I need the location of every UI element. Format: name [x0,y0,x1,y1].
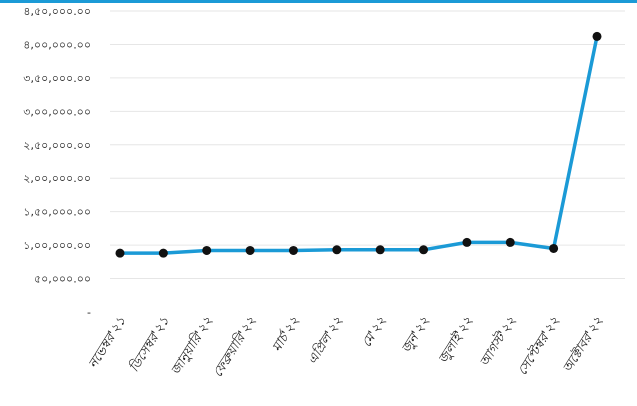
y-tick-label: ১,৫০,০০০.০০ [23,206,91,219]
data-series [115,31,602,258]
data-point [375,245,385,255]
x-category-label: ডিসেম্বর'২১ [125,313,172,375]
x-category-label: জানুয়ারি'২২ [167,313,217,378]
y-tick-label: ৩,৫০,০০০.০০ [23,72,91,85]
y-tick-label: ২,০০,০০০.০০ [23,172,91,185]
y-tick-label: ৫০,০০০.০০ [34,273,91,286]
x-category-label: এপ্রিল'২২ [303,313,346,367]
x-category-label: ফেব্রুয়ারি'২২ [209,313,260,380]
y-tick-label: ১,০০,০০০.০০ [23,239,91,252]
data-point [549,243,559,253]
x-category-label: জুলাই'২২ [435,314,477,367]
data-point [505,237,515,247]
top-accent-bar [0,0,637,3]
data-point [115,248,125,258]
x-axis-category-labels: নভেম্বর'২১ডিসেম্বর'২১জানুয়ারি'২২ফেব্রুয… [86,313,606,380]
series-line [118,34,599,255]
y-tick-label: ৪,৫০,০০০.০০ [23,5,91,18]
data-point [245,245,255,255]
data-point [592,31,602,41]
data-point [419,245,429,255]
x-category-label: মার্চ'২২ [268,313,303,355]
x-category-label: আগস্ট'২২ [476,313,520,369]
y-tick-label: ৩,০০,০০০.০০ [23,105,91,118]
data-point [462,237,472,247]
y-tick-label: ৪,০০,০০০.০০ [23,38,91,51]
x-category-label: অক্টোবর'২২ [559,314,606,376]
y-tick-label: ২,৫০,০০০.০০ [23,139,91,152]
data-point [288,245,298,255]
x-category-label: নভেম্বর'২১ [86,314,129,371]
data-point [332,245,342,255]
y-axis-tick-labels: - ৫০,০০০.০০ ১,০০,০০০.০০ ১,৫০,০০০.০০ ২,০০,০০০… [23,5,91,319]
gridlines [110,10,625,280]
x-category-label: মে'২২ [359,314,389,350]
x-category-label: সেপ্টেম্বর'২২ [514,313,564,378]
x-category-label: জুন'২২ [399,314,433,356]
data-point [158,248,168,258]
data-point [202,245,212,255]
y-tick-label: - [87,306,91,319]
